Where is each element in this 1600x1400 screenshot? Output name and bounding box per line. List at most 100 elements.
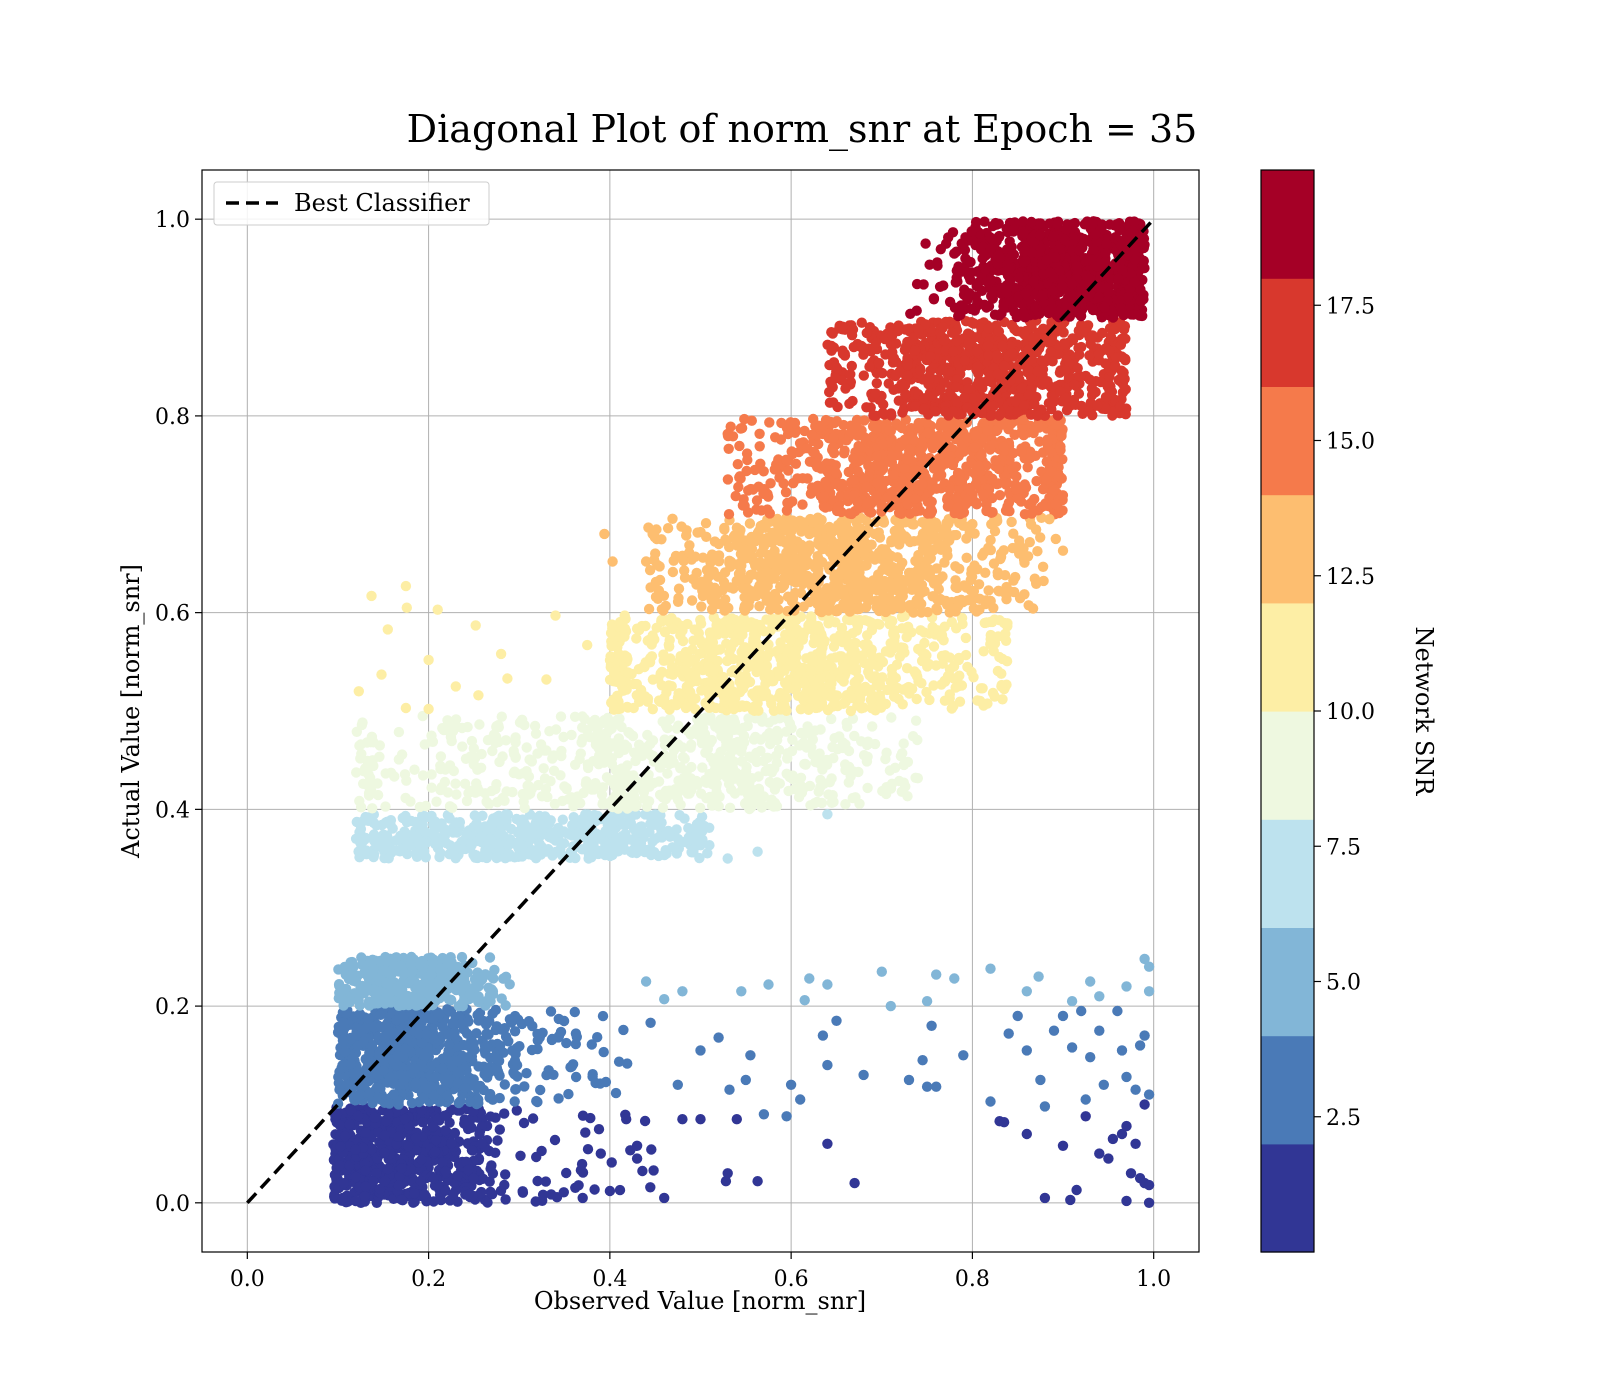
scatter-point: [531, 1151, 542, 1163]
scatter-point: [614, 1184, 626, 1196]
scatter-point: [879, 594, 890, 605]
scatter-point: [907, 731, 919, 742]
scatter-point: [367, 803, 378, 814]
scatter-point: [795, 704, 807, 715]
scatter-point: [903, 567, 915, 578]
scatter-point: [514, 1041, 525, 1052]
scatter-point: [570, 1028, 582, 1039]
scatter-point: [360, 1127, 371, 1139]
scatter-point: [662, 614, 674, 626]
scatter-point: [486, 785, 497, 797]
scatter-point: [570, 1071, 582, 1083]
scatter-point: [450, 853, 461, 864]
scatter-point: [393, 1180, 405, 1191]
scatter-point: [988, 602, 999, 614]
scatter-point: [631, 678, 642, 690]
scatter-point: [618, 685, 629, 696]
scatter-point: [416, 1154, 427, 1165]
scatter-point: [834, 731, 845, 742]
scatter-point: [504, 1014, 516, 1025]
scatter-point: [496, 794, 507, 806]
scatter-point: [485, 1088, 496, 1100]
scatter-point: [688, 844, 699, 855]
scatter-point: [978, 547, 990, 558]
scatter-point: [371, 1082, 382, 1094]
scatter-point: [840, 529, 851, 540]
scatter-point: [704, 768, 715, 780]
scatter-point: [950, 606, 961, 617]
scatter-point: [931, 603, 942, 614]
scatter-point: [713, 556, 725, 567]
scatter-point: [773, 594, 784, 605]
scatter-point: [334, 1119, 345, 1131]
scatter-point: [516, 714, 528, 725]
scatter-point: [515, 1150, 526, 1162]
scatter-point: [530, 728, 542, 739]
scatter-point: [654, 574, 666, 586]
scatter-point: [631, 844, 642, 855]
scatter-point: [521, 742, 532, 753]
scatter-point: [734, 527, 745, 539]
scatter-point: [512, 1071, 523, 1082]
scatter-point: [951, 623, 962, 634]
scatter-point: [452, 1067, 464, 1078]
scatter-point: [826, 678, 837, 689]
scatter-point: [710, 702, 721, 714]
scatter-point: [765, 694, 776, 705]
scatter-point: [679, 572, 691, 583]
scatter-point: [364, 772, 376, 783]
scatter-point: [523, 1016, 535, 1027]
scatter-point: [648, 777, 659, 789]
scatter-point: [638, 829, 649, 840]
scatter-point: [396, 1194, 407, 1206]
scatter-point: [639, 1115, 651, 1127]
scatter-point: [686, 739, 697, 750]
scatter-point: [706, 604, 718, 615]
scatter-point: [729, 717, 741, 728]
scatter-point: [673, 688, 684, 699]
scatter-point: [995, 548, 1007, 559]
scatter-point: [435, 847, 446, 859]
scatter-point: [378, 1057, 389, 1069]
scatter-point: [869, 528, 881, 540]
scatter-point: [496, 993, 507, 1004]
scatter-point: [750, 560, 761, 571]
scatter-point: [570, 1038, 581, 1050]
scatter-point: [816, 647, 827, 658]
scatter-point: [610, 1087, 622, 1099]
scatter-point: [590, 1077, 601, 1089]
scatter-point: [886, 712, 897, 723]
scatter-point: [374, 751, 385, 762]
scatter-point: [435, 973, 447, 985]
scatter-point: [429, 1146, 441, 1158]
scatter-point: [363, 790, 375, 801]
scatter-point: [610, 837, 622, 848]
scatter-point: [546, 1189, 557, 1200]
scatter-point: [476, 1186, 487, 1198]
scatter-point: [992, 665, 1004, 677]
scatter-point: [1035, 532, 1046, 543]
scatter-point: [913, 553, 924, 564]
scatter-point: [685, 687, 696, 698]
scatter-point: [788, 544, 799, 555]
scatter-point: [741, 761, 752, 773]
scatter-point: [911, 693, 922, 705]
scatter-point: [485, 1052, 496, 1064]
scatter-point: [508, 767, 519, 779]
scatter-point: [587, 1069, 598, 1080]
scatter-point: [427, 957, 438, 968]
scatter-point: [399, 1113, 411, 1125]
scatter-point: [874, 678, 885, 689]
scatter-point: [508, 745, 519, 757]
scatter-point: [686, 595, 698, 606]
scatter-point: [509, 1026, 521, 1037]
scatter-point: [486, 984, 497, 995]
scatter-point: [890, 684, 902, 695]
scatter-point: [613, 733, 624, 744]
scatter-point: [337, 1035, 349, 1046]
scatter-point: [382, 1163, 393, 1175]
scatter-point: [391, 1041, 402, 1052]
scatter-point: [675, 763, 686, 774]
scatter-point: [862, 639, 873, 650]
scatter-point: [483, 798, 495, 810]
